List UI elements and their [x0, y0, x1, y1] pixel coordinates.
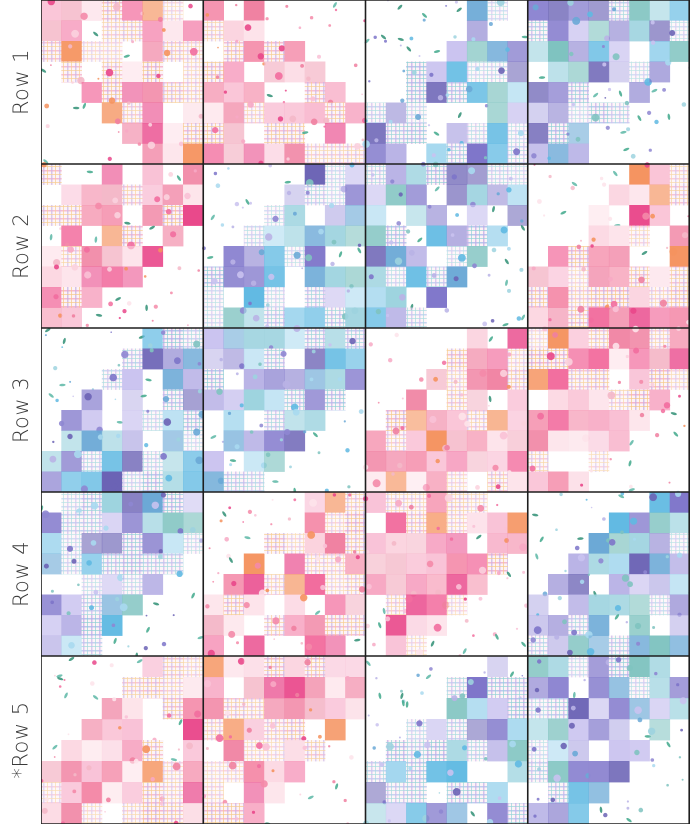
row-label-1: Row 1: [0, 0, 42, 164]
row-label-text: *Row 5: [9, 701, 33, 779]
row-label-3: Row 3: [0, 328, 42, 492]
quilt-layout: [41, 0, 690, 824]
quilt-block: [527, 656, 690, 824]
row-label-4: Row 4: [0, 492, 42, 656]
quilt-block: [41, 328, 206, 493]
quilt-block: [201, 656, 366, 824]
quilt-canvas: [41, 0, 690, 824]
quilt-block: [41, 492, 204, 659]
quilt-block: [203, 492, 366, 658]
quilt-block: [203, 325, 366, 495]
quilt-block: [362, 328, 529, 493]
quilt-block: [41, 0, 204, 165]
quilt-block: [362, 0, 529, 165]
row-label-2: Row 2: [0, 164, 42, 328]
row-label-text: Row 1: [9, 48, 33, 116]
quilt-block: [527, 0, 690, 165]
quilt-block: [363, 656, 529, 824]
quilt-block: [41, 656, 204, 824]
row-label-text: Row 3: [9, 376, 33, 444]
row-label-5: *Row 5: [0, 656, 42, 824]
quilt-block: [527, 162, 690, 329]
quilt-block: [527, 325, 690, 493]
row-labels: Row 1 Row 2 Row 3 Row 4 *Row 5: [0, 0, 42, 824]
quilt-block: [363, 492, 529, 658]
row-label-text: Row 4: [9, 540, 33, 608]
row-label-text: Row 2: [9, 212, 33, 280]
quilt-block: [365, 161, 529, 329]
quilt-block: [202, 162, 366, 329]
quilt-block: [527, 490, 690, 657]
quilt-block: [203, 0, 368, 166]
quilt-block: [41, 162, 204, 329]
